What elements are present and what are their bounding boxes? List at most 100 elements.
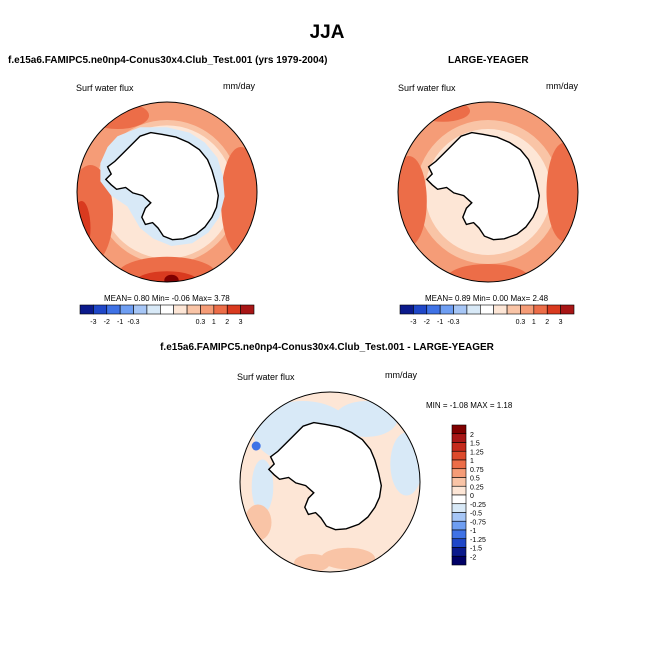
map-boundary — [397, 101, 579, 283]
colorbar-tick-label: -0.5 — [470, 511, 482, 518]
map-field — [77, 102, 257, 282]
colorbar-box — [439, 304, 454, 315]
field-contour — [416, 102, 470, 122]
map-field — [240, 392, 420, 572]
colorbar-tick-label: 2 — [545, 319, 549, 326]
colorbar-3: 2 1.51.25 1 0.75 0.50.25 0 -0.25 -0.5-0.75 -1 -1.… — [451, 424, 486, 566]
colorbar-tick-label: -2 — [470, 554, 476, 561]
field-contour — [546, 142, 578, 242]
panel2-max-label: Max= — [510, 294, 531, 303]
colorbar-box — [466, 304, 481, 315]
field-contour — [251, 441, 261, 451]
panel2-units-label: mm/day — [546, 81, 579, 91]
colorbar-box — [451, 555, 467, 566]
colorbar-box — [451, 538, 467, 548]
colorbar-box — [200, 304, 215, 315]
colorbar-tick-label: 2 — [470, 432, 474, 439]
colorbar-tick-label: -0.3 — [448, 319, 460, 326]
colorbar-tick-label: 0.5 — [470, 476, 480, 483]
colorbar-tick-label: -0.75 — [470, 519, 486, 526]
field-contour — [447, 264, 529, 282]
panel3-max: 1.18 — [496, 401, 513, 410]
colorbar-box — [451, 485, 467, 496]
colorbar-box — [213, 304, 228, 315]
colorbar-box — [451, 459, 467, 470]
panel2-mean: 0.89 — [455, 294, 471, 303]
colorbar-box — [399, 304, 414, 315]
colorbar-box — [560, 304, 575, 315]
colorbar-box — [451, 424, 467, 435]
field-contour — [294, 554, 330, 572]
colorbar-tick-label: -1.25 — [470, 537, 486, 544]
colorbar-tick-label: 1.25 — [470, 449, 484, 456]
panel3-min: -1.08 — [449, 401, 469, 410]
polar-map-3 — [239, 391, 421, 573]
colorbar-2: -3 -2 -1 -0.3 0.3 1 2 3 — [399, 304, 575, 326]
colorbar-tick-label: 0.3 — [196, 319, 206, 326]
panel3-units-label: mm/day — [385, 370, 418, 380]
colorbar-box — [413, 304, 428, 315]
colorbar-tick-label: 1 — [532, 319, 536, 326]
panel1-stats: MEAN= 0.80 Min= -0.06 Max= 3.78 — [104, 294, 230, 303]
field-contour — [334, 401, 398, 437]
test-case-title: f.e15a6.FAMIPC5.ne0np4-Conus30x4.Club_Te… — [8, 55, 328, 66]
panel1-min-label: Min= — [151, 294, 170, 303]
panel1-units-label: mm/day — [223, 81, 256, 91]
colorbar-tick-label: -1 — [117, 319, 123, 326]
colorbar-box — [451, 494, 467, 505]
panel2-stats: MEAN= 0.89 Min= 0.00 Max= 2.48 — [425, 294, 548, 303]
field-contour — [221, 147, 257, 255]
colorbar-box — [173, 304, 188, 315]
colorbar-box — [426, 304, 441, 315]
panel2-variable-label: Surf water flux — [398, 83, 456, 93]
colorbar-1: -3 -2 -1 -0.3 0.3 1 2 3 — [79, 304, 255, 326]
colorbar-box — [506, 304, 521, 315]
colorbar-box — [133, 304, 148, 315]
colorbar-tick-label: -3 — [410, 319, 416, 326]
panel1-mean: 0.80 — [134, 294, 150, 303]
figure-title: JJA — [309, 22, 345, 43]
colorbar-box — [453, 304, 468, 315]
antarctica-coastline — [425, 131, 541, 241]
colorbar-tick-label: -1.5 — [470, 546, 482, 553]
panel2-mean-label: MEAN= — [425, 294, 453, 303]
colorbar-box — [480, 304, 494, 315]
polar-map-2 — [397, 101, 579, 283]
colorbar-tick-label: -2 — [104, 319, 110, 326]
colorbar-tick-label: -0.3 — [128, 319, 140, 326]
colorbar-box — [451, 547, 467, 557]
field-contour — [398, 156, 427, 246]
field-contour — [135, 271, 199, 282]
panel3-stats: MIN = -1.08 MAX = 1.18 — [426, 401, 512, 410]
map-field — [398, 102, 578, 282]
colorbar-box — [451, 477, 467, 487]
panel3-variable-label: Surf water flux — [237, 372, 295, 382]
obs-case-title: LARGE-YEAGER — [448, 55, 529, 66]
colorbar-tick-label: 3 — [239, 319, 243, 326]
panel2-min: 0.00 — [492, 294, 509, 303]
panel1-variable-label: Surf water flux — [76, 83, 134, 93]
colorbar-box — [160, 304, 174, 315]
colorbar-box — [226, 304, 241, 315]
colorbar-tick-label: -1 — [470, 528, 476, 535]
map-boundary — [239, 391, 421, 573]
colorbar-box — [451, 442, 467, 452]
colorbar-box — [451, 512, 467, 522]
colorbar-box — [186, 304, 201, 315]
colorbar-box — [451, 468, 467, 478]
map-boundary — [76, 101, 258, 283]
colorbar-box — [493, 304, 508, 315]
colorbar-box — [520, 304, 535, 315]
colorbar-tick-label: -1 — [437, 319, 443, 326]
panel1-max: 3.78 — [214, 294, 230, 303]
colorbar-tick-label: 0.75 — [470, 467, 484, 474]
colorbar-box — [451, 529, 467, 540]
field-contour — [244, 504, 272, 541]
panel1-max-label: Max= — [192, 294, 212, 303]
colorbar-box — [533, 304, 548, 315]
colorbar-box — [79, 304, 94, 315]
antarctica-coastline — [267, 421, 383, 531]
difference-title: f.e15a6.FAMIPC5.ne0np4-Conus30x4.Club_Te… — [160, 342, 494, 353]
panel2-min-label: Min= — [472, 294, 491, 303]
